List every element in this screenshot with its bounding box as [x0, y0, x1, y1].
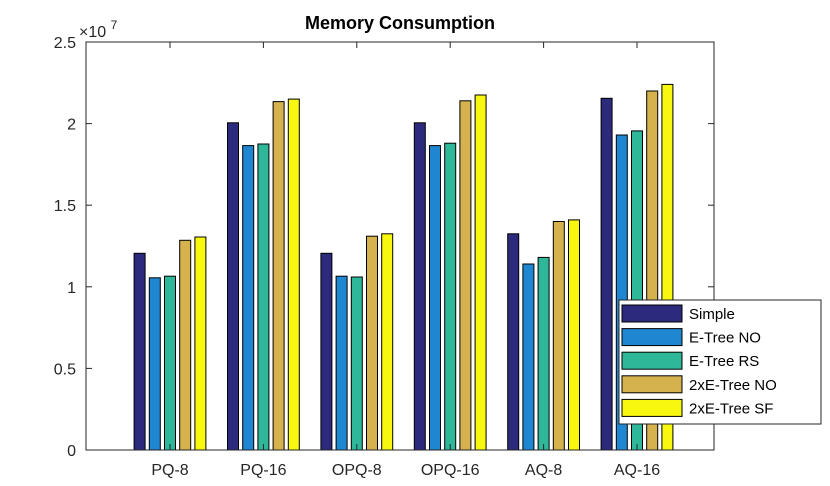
legend-label: 2xE-Tree NO — [689, 377, 777, 394]
legend-label: Simple — [689, 306, 735, 323]
y-tick-label: 0.5 — [54, 361, 76, 378]
bar-aq-16-simple — [600, 97, 613, 451]
legend-label: 2xE-Tree SF — [689, 400, 773, 417]
legend: Simple E-Tree NO E-Tree RS 2xE-Tree NO 2xE-T… — [618, 299, 822, 425]
x-tick-label: PQ-16 — [240, 462, 286, 479]
x-tick-label: OPQ-8 — [332, 462, 382, 479]
y-axis: 0 0.5 1 1.5 2 2.5 — [54, 35, 714, 460]
x-tick-label: PQ-8 — [151, 462, 188, 479]
bar-aq-8-e-tree-no — [522, 263, 535, 451]
legend-swatch-2xe-tree-no — [621, 375, 683, 394]
bar-pq-8-e-tree-no — [148, 277, 161, 451]
legend-swatch-simple — [621, 304, 683, 323]
y-tick-label: 1.5 — [54, 198, 76, 215]
y-tick-label: 1 — [67, 280, 76, 297]
bar-aq-8-2xe-tree-no — [552, 221, 565, 451]
bar-pq-16-simple — [227, 122, 239, 451]
bar-opq-8-2xe-tree-no — [366, 235, 378, 451]
bar-pq-16-2xe-tree-sf — [287, 98, 300, 451]
bar-pq-8-2xe-tree-no — [179, 239, 192, 451]
bar-opq-16-e-tree-rs — [444, 142, 457, 451]
axes-box — [85, 41, 715, 451]
chart-title: Memory Consumption — [305, 13, 495, 33]
legend-label: E-Tree RS — [689, 353, 759, 370]
y-tick-label: 2 — [67, 117, 76, 134]
bar-opq-16-e-tree-no — [429, 145, 441, 451]
y-exponent-label: ×10 7 — [79, 18, 118, 41]
legend-swatch-e-tree-rs — [621, 351, 683, 370]
y-tick-label: 0 — [67, 443, 76, 460]
bar-opq-8-e-tree-no — [335, 275, 348, 451]
y-exponent-base: ×10 — [79, 24, 106, 41]
bar-pq-8-simple — [133, 252, 146, 451]
bar-opq-8-e-tree-rs — [350, 276, 363, 451]
legend-swatch-e-tree-no — [621, 328, 683, 347]
bar-opq-16-2xe-tree-sf — [474, 94, 487, 451]
bar-opq-8-simple — [320, 252, 333, 451]
bar-pq-16-e-tree-no — [242, 145, 255, 451]
bar-opq-16-2xe-tree-no — [459, 100, 472, 451]
y-exponent-power: 7 — [111, 18, 118, 32]
bar-aq-8-2xe-tree-sf — [568, 219, 580, 451]
bar-pq-8-2xe-tree-sf — [194, 236, 207, 451]
legend-swatch-2xe-tree-sf — [621, 398, 683, 417]
x-tick-label: AQ-8 — [525, 462, 562, 479]
bar-opq-8-2xe-tree-sf — [381, 233, 394, 451]
legend-label: E-Tree NO — [689, 330, 761, 347]
x-tick-label: AQ-16 — [614, 462, 660, 479]
bar-opq-16-simple — [413, 122, 426, 451]
x-tick-label: OPQ-16 — [421, 462, 480, 479]
x-axis: PQ-8 PQ-16 OPQ-8 OPQ-16 AQ-8 AQ-16 — [151, 42, 660, 479]
bar-pq-16-2xe-tree-no — [272, 101, 285, 451]
bar-pq-16-e-tree-rs — [257, 143, 270, 451]
bar-aq-8-e-tree-rs — [537, 256, 550, 451]
bar-aq-8-simple — [507, 233, 520, 451]
y-tick-label: 2.5 — [54, 35, 76, 52]
bar-pq-8-e-tree-rs — [164, 275, 176, 451]
